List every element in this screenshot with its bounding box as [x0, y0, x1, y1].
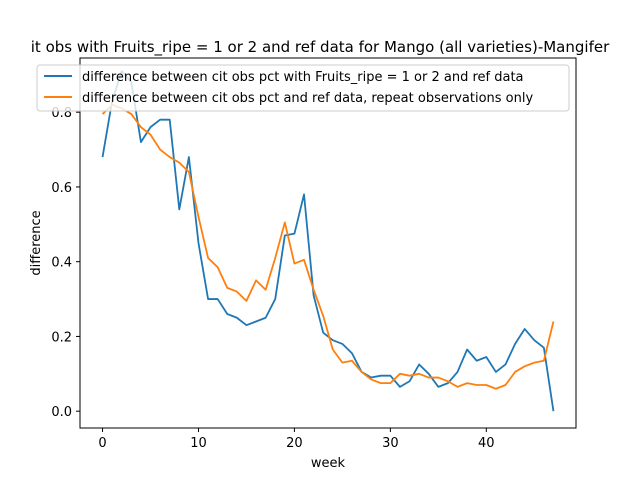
x-tick-label: 40 — [478, 436, 495, 451]
x-tick-label: 0 — [98, 436, 106, 451]
x-tick-label: 10 — [190, 436, 207, 451]
series-line-2 — [101, 103, 555, 390]
plot-frame — [79, 57, 577, 429]
x-axis: 0 10 20 30 40 — [98, 428, 495, 451]
series-layer — [101, 70, 555, 412]
x-tick-label: 30 — [382, 436, 399, 451]
legend-label-series-2: difference between cit obs pct and ref d… — [82, 91, 533, 106]
y-tick-label: 0.2 — [51, 330, 72, 345]
y-tick-label: 0.6 — [51, 181, 72, 196]
x-axis-label: week — [311, 456, 346, 471]
legend-box — [36, 64, 570, 112]
y-tick-label: 0.4 — [51, 256, 72, 271]
x-tick-label: 20 — [286, 436, 303, 451]
y-tick-label: 0.0 — [51, 405, 72, 420]
series-line-1 — [101, 70, 555, 412]
y-axis: 0.00.20.40.60.8 — [51, 106, 80, 420]
y-axis-label: difference — [29, 210, 44, 275]
legend-label-series-1: difference between cit obs pct with Frui… — [82, 70, 524, 85]
chart-title: it obs with Fruits_ripe = 1 or 2 and ref… — [31, 38, 610, 57]
legend: difference between cit obs pct with Frui… — [36, 64, 570, 112]
